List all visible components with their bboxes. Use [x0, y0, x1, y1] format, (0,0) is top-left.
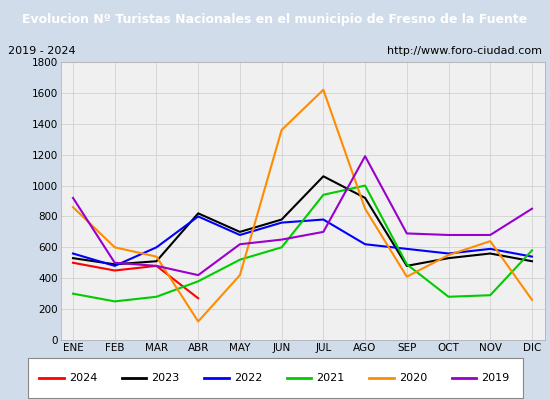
- Text: 2024: 2024: [69, 373, 97, 383]
- Text: 2022: 2022: [234, 373, 262, 383]
- Text: 2021: 2021: [316, 373, 344, 383]
- Text: 2023: 2023: [151, 373, 179, 383]
- Text: http://www.foro-ciudad.com: http://www.foro-ciudad.com: [387, 46, 542, 56]
- FancyBboxPatch shape: [28, 358, 522, 398]
- Text: Evolucion Nº Turistas Nacionales en el municipio de Fresno de la Fuente: Evolucion Nº Turistas Nacionales en el m…: [23, 14, 527, 26]
- Text: 2020: 2020: [399, 373, 427, 383]
- Text: 2019: 2019: [481, 373, 509, 383]
- Text: 2019 - 2024: 2019 - 2024: [8, 46, 76, 56]
